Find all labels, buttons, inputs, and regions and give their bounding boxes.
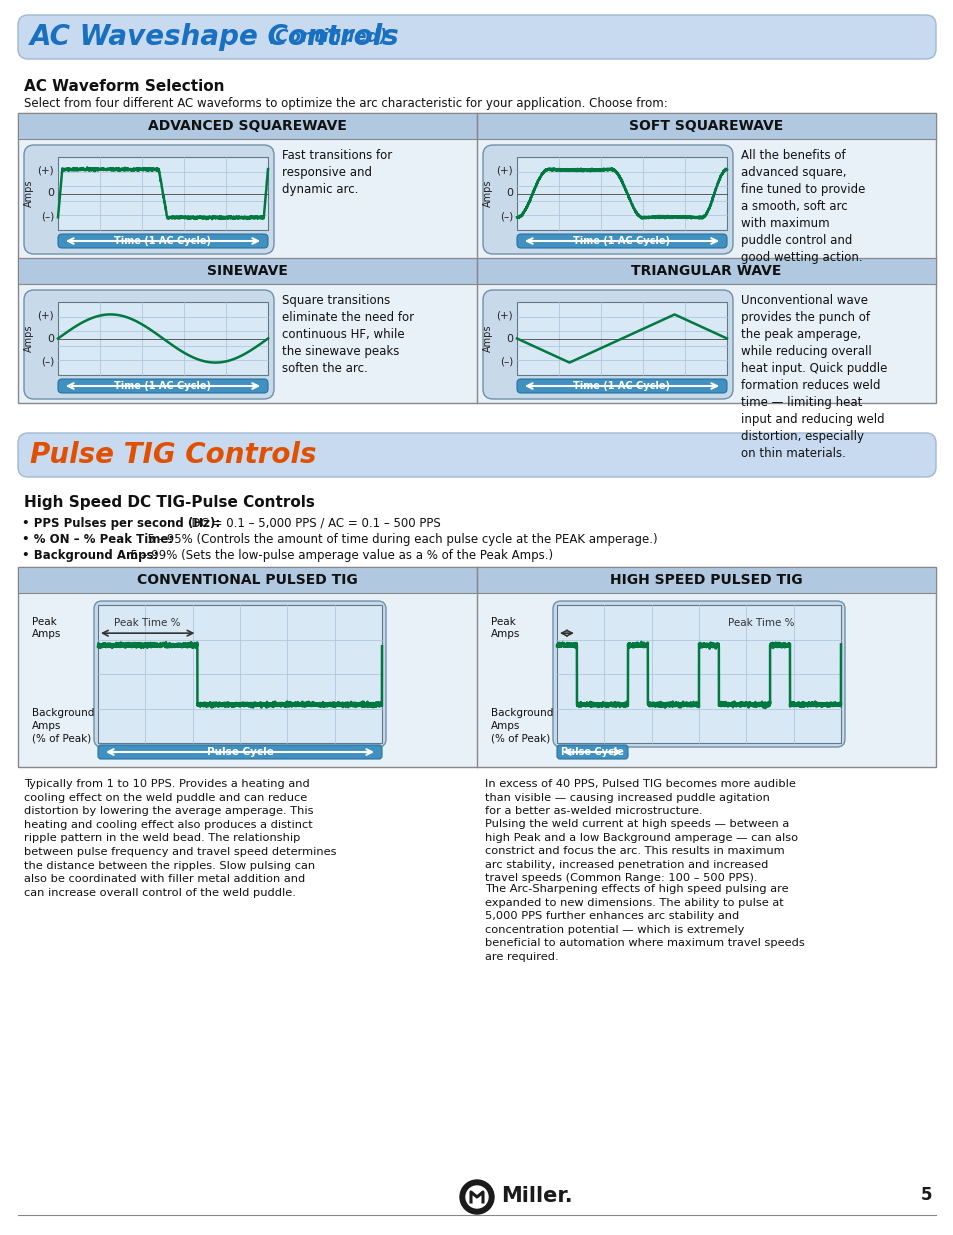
FancyBboxPatch shape: [517, 233, 726, 248]
Text: Time (1 AC Cycle): Time (1 AC Cycle): [114, 236, 212, 246]
Text: Pulsing the weld current at high speeds — between a
high Peak and a low Backgrou: Pulsing the weld current at high speeds …: [484, 819, 798, 883]
FancyBboxPatch shape: [94, 601, 386, 747]
Text: Square transitions
eliminate the need for
continuous HF, while
the sinewave peak: Square transitions eliminate the need fo…: [282, 294, 414, 375]
Text: (+): (+): [37, 310, 54, 320]
Bar: [18, 567, 935, 767]
FancyBboxPatch shape: [557, 745, 627, 760]
FancyBboxPatch shape: [482, 290, 732, 399]
Text: (–): (–): [41, 212, 54, 222]
Text: AC Waveshape Controls: AC Waveshape Controls: [30, 23, 399, 51]
Text: Time (1 AC Cycle): Time (1 AC Cycle): [114, 382, 212, 391]
Text: 5 – 99% (Sets the low-pulse amperage value as a % of the Peak Amps.): 5 – 99% (Sets the low-pulse amperage val…: [123, 550, 553, 562]
FancyBboxPatch shape: [24, 144, 274, 254]
Text: Miller.: Miller.: [500, 1186, 572, 1207]
FancyBboxPatch shape: [18, 15, 935, 59]
Text: (+): (+): [37, 165, 54, 175]
FancyBboxPatch shape: [18, 433, 935, 477]
Text: The Arc-Sharpening effects of high speed pulsing are
expanded to new dimensions.: The Arc-Sharpening effects of high speed…: [484, 884, 804, 962]
Text: 5: 5: [920, 1186, 931, 1204]
Text: In excess of 40 PPS, Pulsed TIG becomes more audible
than visible — causing incr: In excess of 40 PPS, Pulsed TIG becomes …: [484, 779, 795, 816]
Text: Pulse Cycle: Pulse Cycle: [207, 747, 274, 757]
Text: (–): (–): [41, 357, 54, 367]
Text: Amps: Amps: [482, 325, 493, 352]
Bar: [476, 258, 935, 284]
Text: HIGH SPEED PULSED TIG: HIGH SPEED PULSED TIG: [610, 573, 802, 587]
Text: Pulse Cycle: Pulse Cycle: [560, 747, 623, 757]
Text: AC Waveform Selection: AC Waveform Selection: [24, 79, 224, 94]
Text: 0: 0: [505, 189, 513, 199]
Text: SINEWAVE: SINEWAVE: [207, 264, 288, 278]
Text: Peak
Amps: Peak Amps: [491, 616, 519, 640]
Text: (–): (–): [499, 212, 513, 222]
Bar: [476, 112, 935, 140]
Text: Time (1 AC Cycle): Time (1 AC Cycle): [573, 382, 670, 391]
Text: ADVANCED SQUAREWAVE: ADVANCED SQUAREWAVE: [148, 119, 347, 133]
Bar: [517, 303, 726, 375]
Bar: [18, 258, 476, 284]
Text: 0: 0: [47, 189, 54, 199]
Text: TRIANGULAR WAVE: TRIANGULAR WAVE: [631, 264, 781, 278]
Circle shape: [459, 1179, 494, 1214]
Bar: [58, 157, 268, 230]
Text: • % ON – % Peak Time:: • % ON – % Peak Time:: [22, 534, 173, 546]
Text: Pulse TIG Controls: Pulse TIG Controls: [30, 441, 316, 469]
Circle shape: [465, 1186, 488, 1208]
Text: 5 - 95% (Controls the amount of time during each pulse cycle at the PEAK amperag: 5 - 95% (Controls the amount of time dur…: [139, 534, 657, 546]
Text: Peak Time %: Peak Time %: [727, 619, 794, 629]
Text: Unconventional wave
provides the punch of
the peak amperage,
while reducing over: Unconventional wave provides the punch o…: [740, 294, 886, 459]
Text: Amps: Amps: [24, 180, 34, 207]
Bar: [58, 303, 268, 375]
FancyBboxPatch shape: [553, 601, 844, 747]
Text: CONVENTIONAL PULSED TIG: CONVENTIONAL PULSED TIG: [137, 573, 357, 587]
Text: Typically from 1 to 10 PPS. Provides a heating and
cooling effect on the weld pu: Typically from 1 to 10 PPS. Provides a h…: [24, 779, 336, 898]
Bar: [517, 157, 726, 230]
Text: • Background Amps:: • Background Amps:: [22, 550, 158, 562]
Text: • PPS Pulses per second (Hz):: • PPS Pulses per second (Hz):: [22, 517, 220, 530]
Text: (Continued): (Continued): [268, 28, 388, 46]
Text: Fast transitions for
responsive and
dynamic arc.: Fast transitions for responsive and dyna…: [282, 149, 392, 196]
Bar: [557, 605, 841, 743]
FancyBboxPatch shape: [58, 233, 268, 248]
Text: 0: 0: [505, 333, 513, 343]
Text: All the benefits of
advanced square,
fine tuned to provide
a smooth, soft arc
wi: All the benefits of advanced square, fin…: [740, 149, 864, 264]
Text: Amps: Amps: [482, 180, 493, 207]
Text: Peak Time %: Peak Time %: [114, 619, 181, 629]
Bar: [18, 112, 476, 140]
FancyBboxPatch shape: [482, 144, 732, 254]
Bar: [98, 605, 381, 743]
Text: Background
Amps
(% of Peak): Background Amps (% of Peak): [491, 709, 553, 743]
FancyBboxPatch shape: [98, 745, 381, 760]
FancyBboxPatch shape: [517, 379, 726, 393]
Text: Amps: Amps: [24, 325, 34, 352]
FancyBboxPatch shape: [24, 290, 274, 399]
Bar: [476, 567, 935, 593]
Text: DC = 0.1 – 5,000 PPS / AC = 0.1 – 500 PPS: DC = 0.1 – 5,000 PPS / AC = 0.1 – 500 PP…: [184, 517, 440, 530]
Text: 0: 0: [47, 333, 54, 343]
Bar: [18, 567, 476, 593]
Text: Select from four different AC waveforms to optimize the arc characteristic for y: Select from four different AC waveforms …: [24, 98, 667, 110]
Text: Background
Amps
(% of Peak): Background Amps (% of Peak): [32, 709, 94, 743]
Text: High Speed DC TIG-Pulse Controls: High Speed DC TIG-Pulse Controls: [24, 495, 314, 510]
Text: (+): (+): [496, 165, 513, 175]
Text: (+): (+): [496, 310, 513, 320]
Text: Time (1 AC Cycle): Time (1 AC Cycle): [573, 236, 670, 246]
Text: Peak
Amps: Peak Amps: [32, 616, 61, 640]
Bar: [18, 112, 935, 403]
Text: SOFT SQUAREWAVE: SOFT SQUAREWAVE: [629, 119, 782, 133]
Text: (–): (–): [499, 357, 513, 367]
FancyBboxPatch shape: [58, 379, 268, 393]
